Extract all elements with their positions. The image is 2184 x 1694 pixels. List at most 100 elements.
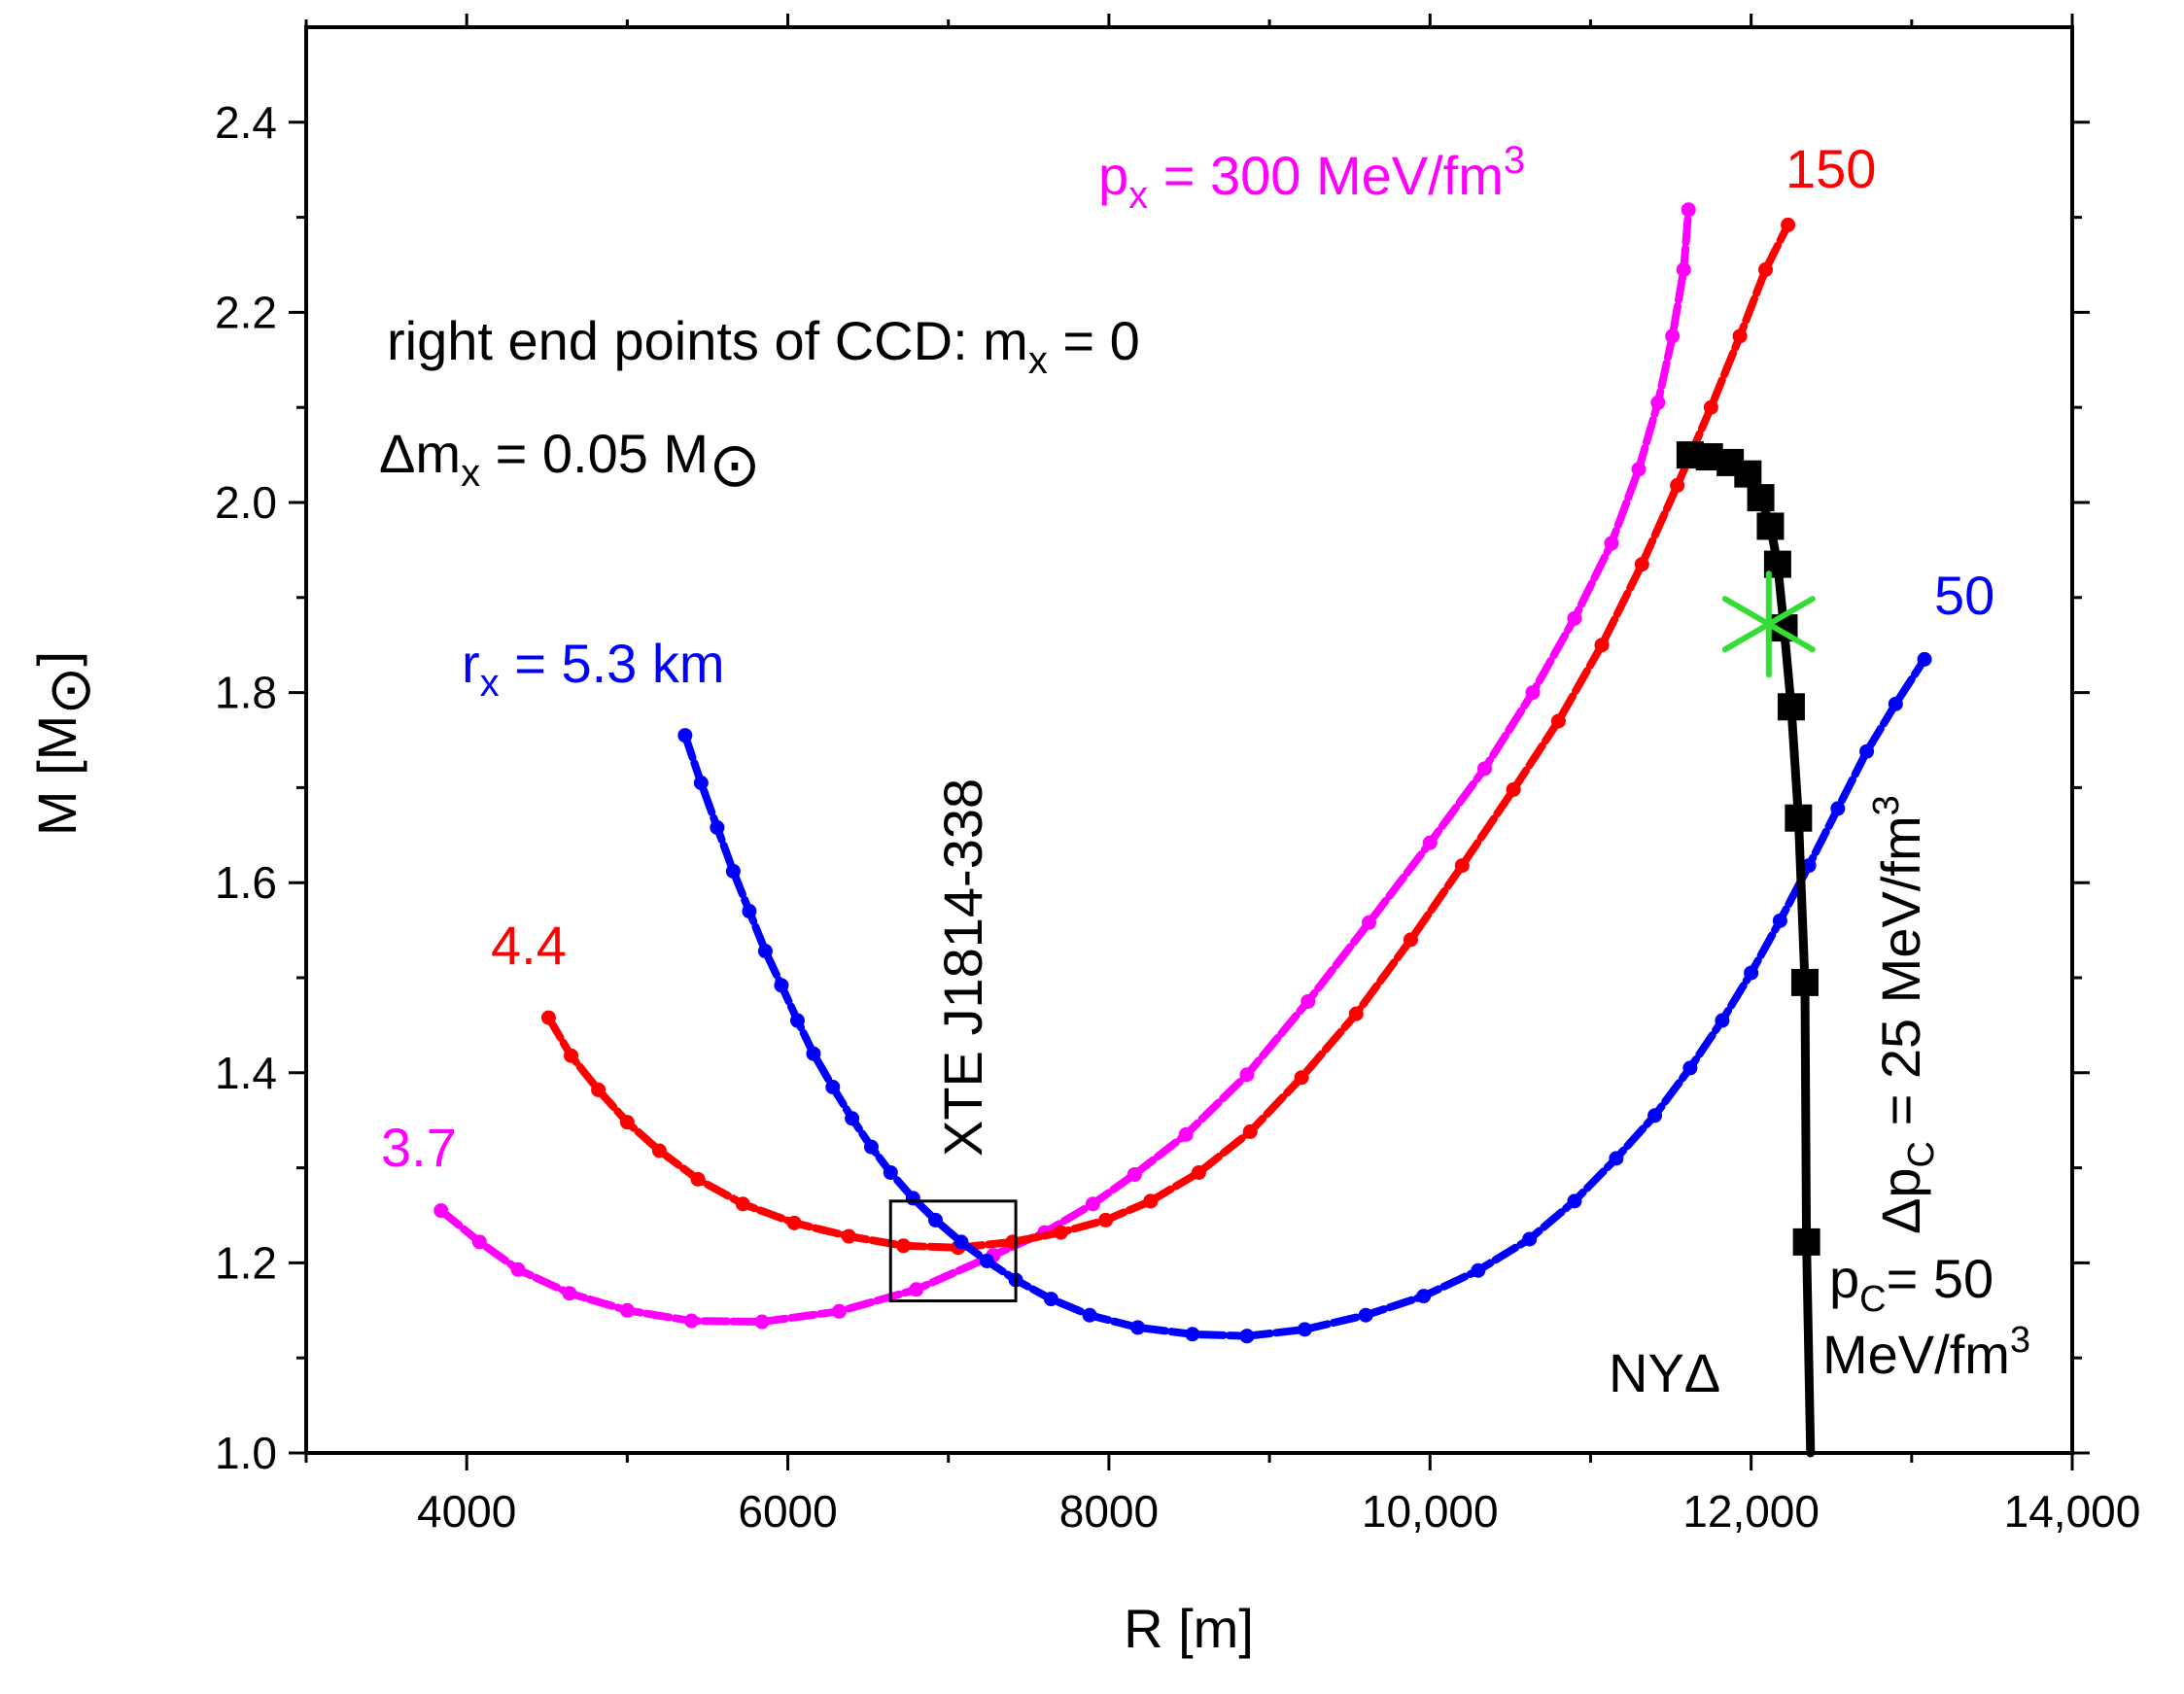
x-axis-title: R [m]	[1124, 1598, 1254, 1659]
series-point-red_lower	[841, 1228, 856, 1244]
label-150: 150	[1785, 138, 1876, 199]
label-4-4: 4.4	[491, 915, 567, 976]
series-line-magenta_upper	[1130, 205, 1693, 1179]
series-point-magenta_upper	[1525, 685, 1541, 701]
series-point-blue_left	[845, 1111, 860, 1126]
series-point-blue_left	[725, 863, 741, 879]
series-point-red_lower	[564, 1048, 579, 1063]
series-point-magenta_upper	[1681, 202, 1696, 218]
axis-ticks: 4000 6000 8000 10,000 12,000 14,000 1.0 1.2 1.4 1…	[215, 14, 2140, 1537]
series-point-red_lower	[540, 1010, 556, 1025]
series-point-blue_left	[825, 1079, 841, 1094]
series-point-red_upper	[1634, 557, 1649, 572]
series-point-blue_left	[677, 728, 693, 743]
series-point-magenta_upper	[1178, 1126, 1194, 1142]
label-mev-fm3: MeV/fm3	[1822, 1320, 2030, 1385]
series-point-blue_left	[905, 1191, 920, 1206]
series-point-blue_right	[1830, 801, 1846, 816]
series-point-red_lower	[895, 1238, 911, 1254]
series-point-magenta_lower	[562, 1286, 577, 1301]
series-point-red_upper	[1506, 781, 1521, 797]
series-point-magenta_upper	[1650, 395, 1666, 410]
series-point-red_upper	[1550, 713, 1566, 729]
series-point-red_lower	[1005, 1234, 1021, 1250]
series-point-magenta_upper	[1631, 462, 1647, 477]
label-px-300: px = 300 MeV/fm3	[1098, 139, 1525, 217]
series-point-red_upper	[1294, 1070, 1309, 1086]
series-point-magenta_upper	[1604, 536, 1619, 551]
series-point-red_lower	[1053, 1225, 1068, 1240]
series-line-blue_right	[1243, 655, 1928, 1340]
label-rx-5-3: rx = 5.3 km	[462, 633, 725, 705]
series-point-blue_right	[1859, 743, 1875, 759]
series-point-blue_right	[1239, 1329, 1255, 1344]
series-point-blue_right	[1801, 858, 1817, 874]
series-point-magenta_upper	[1239, 1067, 1255, 1083]
series-line-red_lower	[544, 1014, 1155, 1252]
series-point-magenta_upper	[1422, 835, 1438, 850]
series-layer	[433, 202, 1932, 1458]
label-delta-pc: ΔpC = 25 MeV/fm3	[1866, 795, 1942, 1234]
series-point-NYΔ	[1790, 968, 1819, 996]
x-tick-label: 12,000	[1682, 1486, 1820, 1537]
series-point-blue_left	[883, 1164, 898, 1180]
series-point-magenta_lower	[471, 1234, 487, 1250]
label-50: 50	[1934, 565, 1994, 626]
series-point-blue_left	[863, 1139, 879, 1155]
series-point-red_upper	[1191, 1164, 1206, 1180]
series-point-blue_left	[979, 1253, 994, 1268]
series-point-red_upper	[1143, 1193, 1159, 1209]
series-point-red_upper	[1703, 399, 1718, 415]
series-point-red_upper	[1348, 1006, 1364, 1021]
series-point-blue_left	[742, 904, 757, 919]
series-point-NYΔ	[1792, 1227, 1820, 1256]
series-point-red_lower	[786, 1215, 802, 1230]
series-point-NYΔ	[1747, 484, 1775, 512]
plot-frame	[304, 25, 2074, 1455]
y-tick-label: 2.4	[215, 97, 277, 148]
series-point-NYΔ	[1756, 512, 1785, 540]
series-point-blue_right	[1567, 1193, 1582, 1209]
series-point-red_upper	[1781, 217, 1796, 232]
series-line-magenta_lower	[436, 1170, 1139, 1326]
y-tick-label: 1.2	[215, 1237, 277, 1288]
series-line-red_upper	[1146, 221, 1792, 1205]
series-point-red_lower	[651, 1143, 667, 1158]
series-point-magenta_lower	[831, 1303, 847, 1319]
series-point-blue_right	[1297, 1322, 1312, 1337]
annotation-right-end-points: right end points of CCD: mx = 0	[387, 310, 1140, 382]
x-tick-label: 6000	[738, 1486, 837, 1537]
label-pc-50: pC= 50	[1829, 1248, 1993, 1320]
series-point-magenta_upper	[1362, 915, 1377, 930]
series-point-blue_left	[928, 1212, 944, 1227]
series-point-blue_left	[1043, 1292, 1058, 1307]
series-point-red_lower	[591, 1082, 607, 1097]
series-point-blue_right	[1358, 1307, 1373, 1323]
series-point-red_upper	[1758, 261, 1774, 277]
series-point-magenta_upper	[1127, 1166, 1142, 1182]
series-point-magenta_lower	[619, 1302, 635, 1318]
series-point-blue_right	[1715, 1013, 1730, 1028]
series-point-blue_right	[1917, 651, 1932, 667]
series-point-blue_right	[1609, 1151, 1624, 1166]
series-point-magenta_upper	[1676, 261, 1691, 277]
series-point-red_lower	[690, 1171, 706, 1187]
star-marker	[1721, 570, 1816, 678]
label-3-7: 3.7	[381, 1117, 457, 1178]
y-tick-label: 1.8	[215, 668, 277, 718]
series-point-red_upper	[1454, 858, 1470, 874]
series-point-blue_left	[1082, 1307, 1097, 1323]
series-point-magenta_upper	[1567, 610, 1582, 626]
series-point-NYΔ	[1777, 693, 1805, 721]
label-xte: XTE J1814-338	[932, 778, 993, 1157]
series-point-red_lower	[619, 1115, 635, 1130]
series-point-red_lower	[1098, 1212, 1114, 1227]
series-point-magenta_upper	[1300, 993, 1316, 1009]
series-point-magenta_lower	[909, 1282, 924, 1297]
series-point-magenta_lower	[754, 1314, 770, 1330]
series-point-magenta_lower	[683, 1313, 699, 1329]
series-point-blue_left	[710, 819, 725, 835]
series-point-blue_left	[774, 978, 789, 993]
series-point-blue_left	[1185, 1327, 1200, 1342]
